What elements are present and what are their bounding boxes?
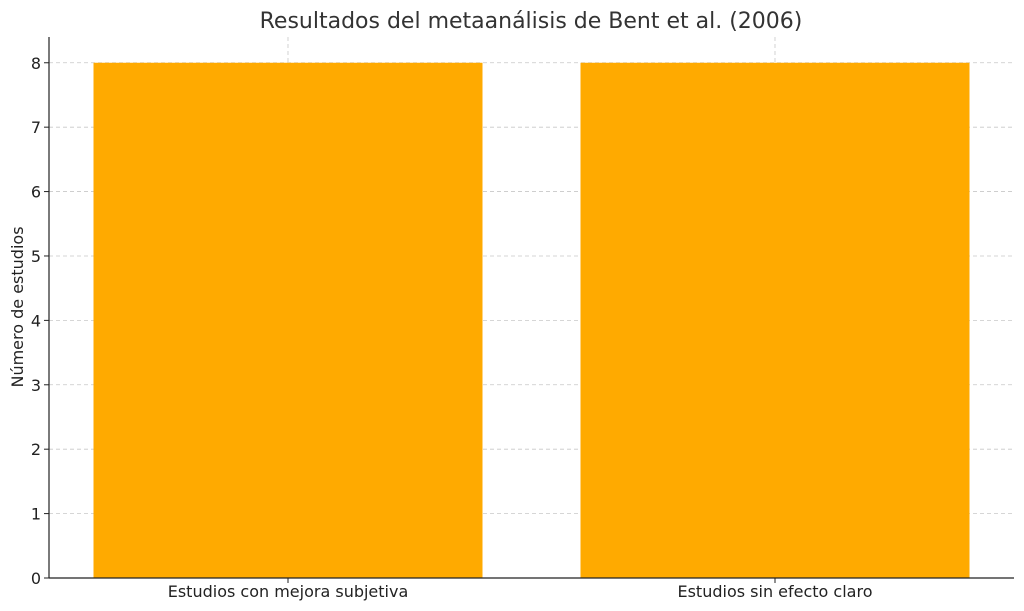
y-tick-label: 2 (31, 440, 41, 459)
x-tick-label: Estudios con mejora subjetiva (168, 582, 409, 601)
y-axis-label: Número de estudios (8, 226, 27, 387)
y-tick-label: 5 (31, 247, 41, 266)
y-tick-label: 3 (31, 376, 41, 395)
y-tick-label: 0 (31, 569, 41, 588)
y-tick-label: 7 (31, 118, 41, 137)
y-ticks: 0 1 2 3 4 5 6 7 8 (31, 54, 49, 588)
y-tick-label: 6 (31, 183, 41, 202)
bar (93, 62, 483, 579)
y-tick-label: 4 (31, 311, 41, 330)
bars-layer (93, 62, 970, 579)
bar (580, 62, 970, 579)
chart-title: Resultados del metaanálisis de Bent et a… (260, 9, 803, 34)
x-ticks: Estudios con mejora subjetiva Estudios si… (168, 578, 873, 601)
y-tick-label: 1 (31, 505, 41, 524)
x-tick-label: Estudios sin efecto claro (677, 582, 872, 601)
y-tick-label: 8 (31, 54, 41, 73)
